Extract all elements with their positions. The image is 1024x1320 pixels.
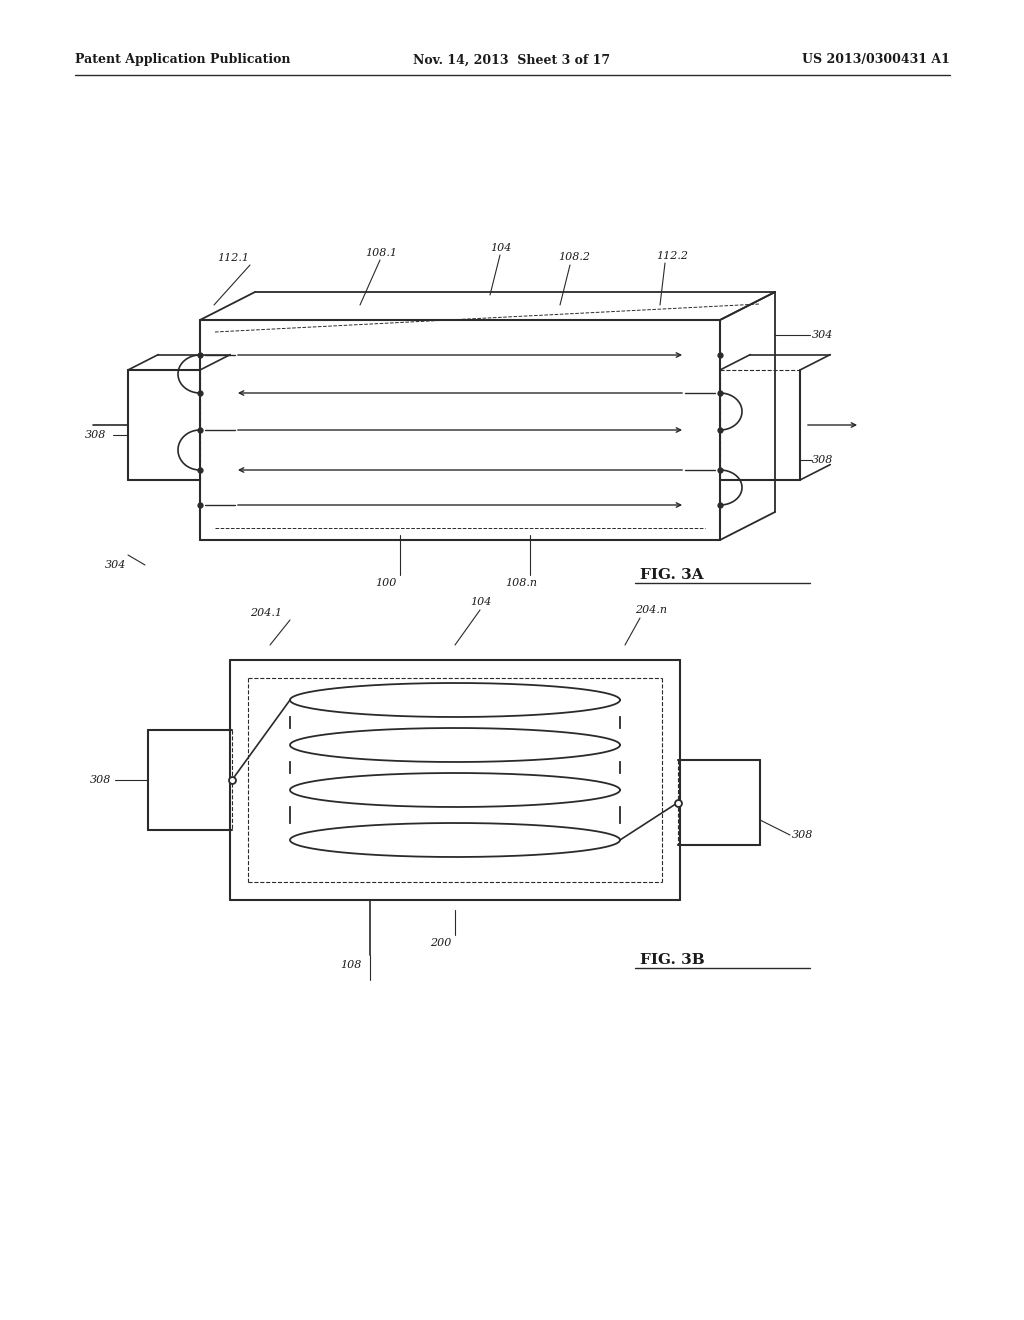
Text: 308: 308 <box>812 455 834 465</box>
Text: FIG. 3B: FIG. 3B <box>640 953 705 968</box>
Text: 100: 100 <box>375 578 396 587</box>
Text: 304: 304 <box>812 330 834 341</box>
Text: 112.1: 112.1 <box>217 253 249 263</box>
Text: 108.n: 108.n <box>505 578 537 587</box>
Text: 308: 308 <box>792 830 813 840</box>
Text: 108.2: 108.2 <box>558 252 590 261</box>
Text: 112.2: 112.2 <box>656 251 688 261</box>
Text: 308: 308 <box>90 775 112 785</box>
Text: 304: 304 <box>105 560 126 570</box>
Text: 108.1: 108.1 <box>365 248 397 257</box>
Text: 104: 104 <box>470 597 492 607</box>
Text: 204.n: 204.n <box>635 605 667 615</box>
Text: US 2013/0300431 A1: US 2013/0300431 A1 <box>802 54 950 66</box>
Text: FIG. 3A: FIG. 3A <box>640 568 703 582</box>
Text: 200: 200 <box>430 939 452 948</box>
Text: 308: 308 <box>85 430 106 440</box>
Text: Nov. 14, 2013  Sheet 3 of 17: Nov. 14, 2013 Sheet 3 of 17 <box>414 54 610 66</box>
Text: 108: 108 <box>340 960 361 970</box>
Text: 204.1: 204.1 <box>250 609 282 618</box>
Text: 104: 104 <box>490 243 511 253</box>
Text: Patent Application Publication: Patent Application Publication <box>75 54 291 66</box>
